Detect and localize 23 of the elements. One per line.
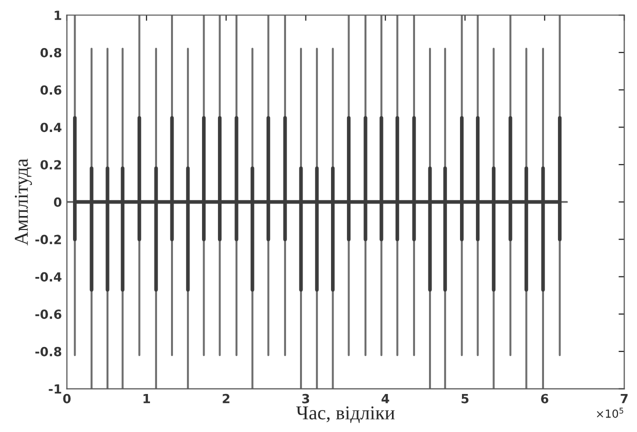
text: ×10$^{5}$ (596, 408, 624, 418)
y-axis-title: Амплітуда (14, 158, 32, 246)
x-tick-label: 5 (462, 394, 468, 404)
line-series (73, 116, 562, 292)
x-tick-label: 4 (382, 394, 390, 404)
x-tick-label: 7 (620, 394, 628, 404)
x-tick-label: 3 (302, 394, 310, 404)
y-tick-label: -1 (48, 384, 62, 394)
y-tick-label: 0.6 (40, 85, 62, 95)
x-tick-label: 6 (541, 394, 548, 404)
y-tick-label: 0.4 (40, 122, 62, 132)
y-tick-label: -0.8 (35, 346, 62, 356)
x-axis-title: Час, відліки (296, 406, 395, 424)
y-tick-label: -0.2 (35, 234, 61, 244)
x-tick-label: 0 (63, 394, 71, 404)
y-tick-label: 0.2 (40, 160, 61, 170)
y-tick-label: -0.6 (35, 310, 62, 319)
y-tick-label: -0.4 (35, 272, 62, 282)
y-tick-label: 0 (54, 197, 62, 207)
x-tick-label: 1 (144, 394, 150, 404)
x-tick-label: 2 (222, 394, 230, 404)
y-tick-label: 1 (54, 10, 62, 20)
y-tick-label: 0.8 (40, 48, 62, 58)
